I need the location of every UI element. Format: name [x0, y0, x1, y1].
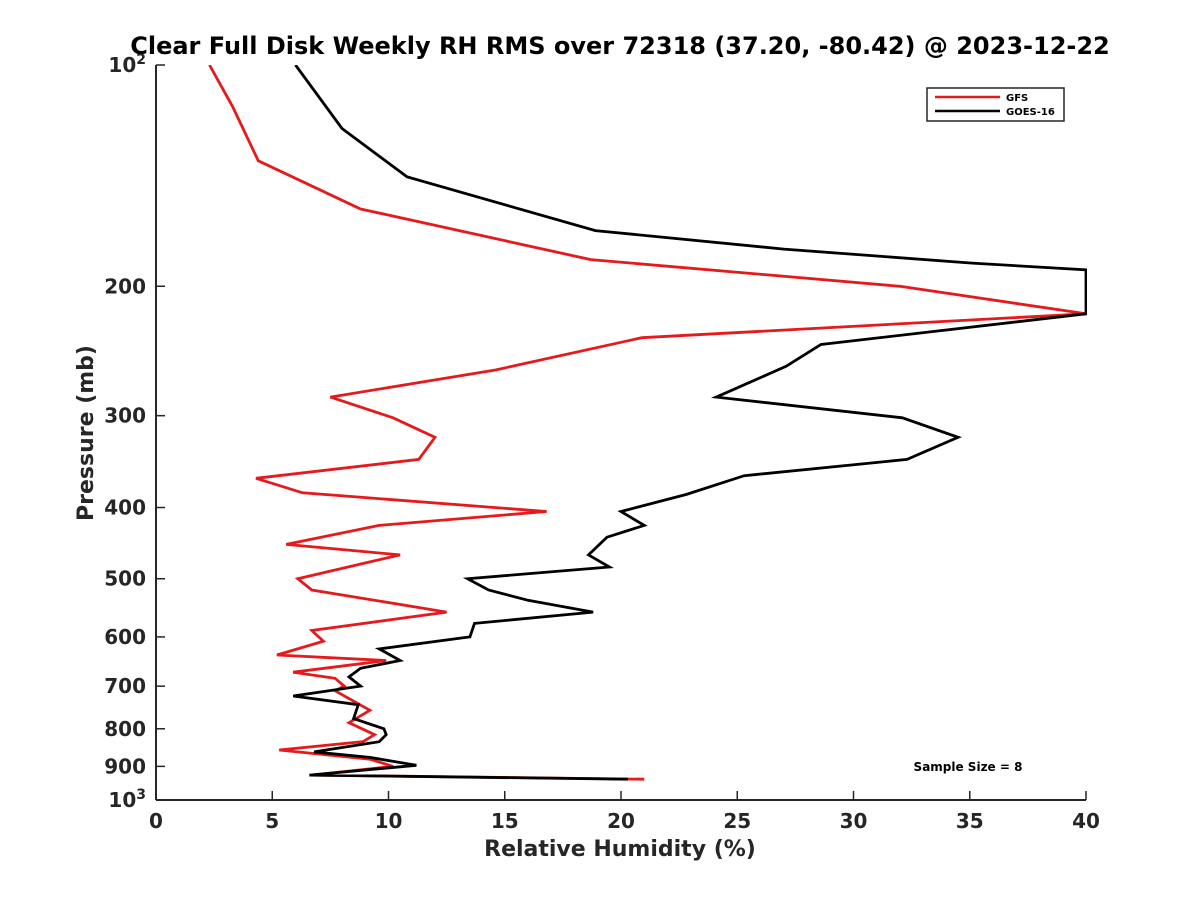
series-line-goes-16: [292, 65, 1087, 781]
y-tick-label: 600: [104, 625, 146, 649]
y-tick-label: 102: [108, 52, 146, 77]
x-tick-label: 15: [491, 809, 519, 833]
x-tick-label: 25: [723, 809, 751, 833]
x-tick-label: 35: [956, 809, 984, 833]
x-tick-label: 40: [1072, 809, 1100, 833]
legend-box: [926, 87, 1065, 122]
sample-size-annotation: Sample Size = 8: [914, 760, 1023, 774]
series-line-gfs: [208, 65, 1087, 781]
x-tick-label: 10: [375, 809, 403, 833]
y-tick-label: 300: [104, 404, 146, 428]
plot-area: 0 5 10 15 20 25 30 35 40 102 200 300 400 500 600 700 80…: [104, 52, 1100, 833]
legend-label-gfs: GFS: [1006, 93, 1028, 104]
y-tick-label: 800: [104, 717, 146, 741]
y-ticks: 102 200 300 400 500 600 700 800 900 103: [104, 52, 165, 812]
x-tick-label: 5: [265, 809, 279, 833]
y-tick-label: 400: [104, 496, 146, 520]
x-tick-label: 20: [607, 809, 635, 833]
chart-title: Clear Full Disk Weekly RH RMS over 72318…: [130, 32, 1110, 60]
y-tick-label: 103: [108, 787, 146, 812]
y-tick-label: 200: [104, 274, 146, 298]
legend: GFS GOES-16: [926, 87, 1065, 122]
y-tick-label: 900: [104, 754, 146, 778]
y-tick-label: 500: [104, 567, 146, 591]
y-tick-label: 700: [104, 674, 146, 698]
series-layer: [208, 65, 1087, 781]
x-tick-label: 30: [840, 809, 868, 833]
x-ticks: 0 5 10 15 20 25 30 35 40: [149, 791, 1100, 833]
x-tick-label: 0: [149, 809, 163, 833]
x-axis-label: Relative Humidity (%): [484, 837, 756, 862]
legend-label-goes-16: GOES-16: [1006, 107, 1055, 118]
y-axis-label: Pressure (mb): [74, 345, 99, 521]
